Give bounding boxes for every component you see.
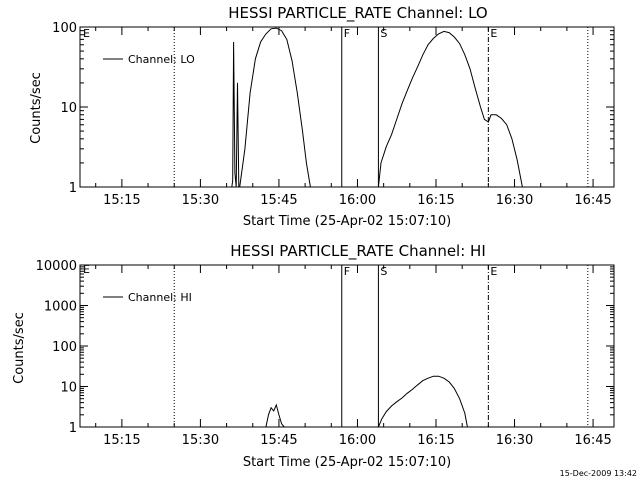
- panel-lo-left-edge-label: E: [83, 27, 90, 40]
- panel-lo-y-tick-label: 10: [60, 101, 77, 116]
- panel-hi-x-tick-label: 16:45: [574, 433, 611, 448]
- panel-lo-y-tick-label: 100: [52, 21, 77, 36]
- panel-hi-left-edge-label: E: [83, 263, 90, 276]
- panel-lo-legend-label: Channel: LO: [128, 53, 195, 66]
- panel-lo-series-line: [231, 41, 240, 188]
- panel-hi-marker-label: F: [344, 265, 350, 278]
- panel-hi-x-tick-label: 16:00: [339, 433, 376, 448]
- panel-lo-marker-label: F: [344, 27, 350, 40]
- panel-lo-ylabel: Counts/sec: [29, 72, 44, 144]
- panel-lo-x-tick-label: 16:45: [574, 193, 611, 208]
- panel-lo-series-line: [377, 30, 523, 188]
- panel-lo-marker-label: E: [490, 27, 497, 40]
- footer-timestamp: 15-Dec-2009 13:42: [560, 469, 637, 478]
- panel-lo-marker-label: S: [380, 27, 387, 40]
- panel-hi-y-tick-label: 10000: [36, 259, 77, 274]
- panel-hi-y-tick-label: 1: [69, 421, 77, 436]
- panel-lo-title: HESSI PARTICLE_RATE Channel: LO: [228, 4, 487, 23]
- panel-hi-title: HESSI PARTICLE_RATE Channel: HI: [230, 242, 486, 261]
- panel-lo-x-tick-label: 15:45: [260, 193, 297, 208]
- panel-lo-x-tick-label: 16:30: [496, 193, 533, 208]
- panel-hi-y-tick-label: 100: [52, 340, 77, 355]
- panel-lo-y-tick-label: 1: [69, 181, 77, 196]
- panel-lo-x-tick-label: 15:15: [103, 193, 140, 208]
- panel-hi-marker-label: E: [490, 265, 497, 278]
- panel-hi-x-tick-label: 16:15: [417, 433, 454, 448]
- panel-hi-y-tick-label: 10: [60, 381, 77, 396]
- panel-hi-series-line: [377, 375, 468, 428]
- panel-lo-x-tick-label: 15:30: [182, 193, 219, 208]
- panel-hi-marker-label: S: [380, 265, 387, 278]
- panel-hi-y-tick-label: 1000: [44, 300, 77, 315]
- panel-hi-x-tick-label: 16:30: [496, 433, 533, 448]
- panel-hi-series-line: [265, 403, 285, 428]
- panel-lo-x-tick-label: 16:15: [417, 193, 454, 208]
- panel-lo-xlabel: Start Time (25-Apr-02 15:07:10): [243, 214, 451, 229]
- panel-hi-ylabel: Counts/sec: [12, 312, 27, 384]
- panel-lo-x-tick-label: 16:00: [339, 193, 376, 208]
- panel-hi-xlabel: Start Time (25-Apr-02 15:07:10): [243, 455, 451, 470]
- panel-lo-series-line: [239, 27, 311, 188]
- panel-hi-x-tick-label: 15:45: [260, 433, 297, 448]
- panel-hi-x-tick-label: 15:30: [182, 433, 219, 448]
- panel-hi-legend-label: Channel: HI: [128, 291, 192, 304]
- panel-hi-x-tick-label: 15:15: [103, 433, 140, 448]
